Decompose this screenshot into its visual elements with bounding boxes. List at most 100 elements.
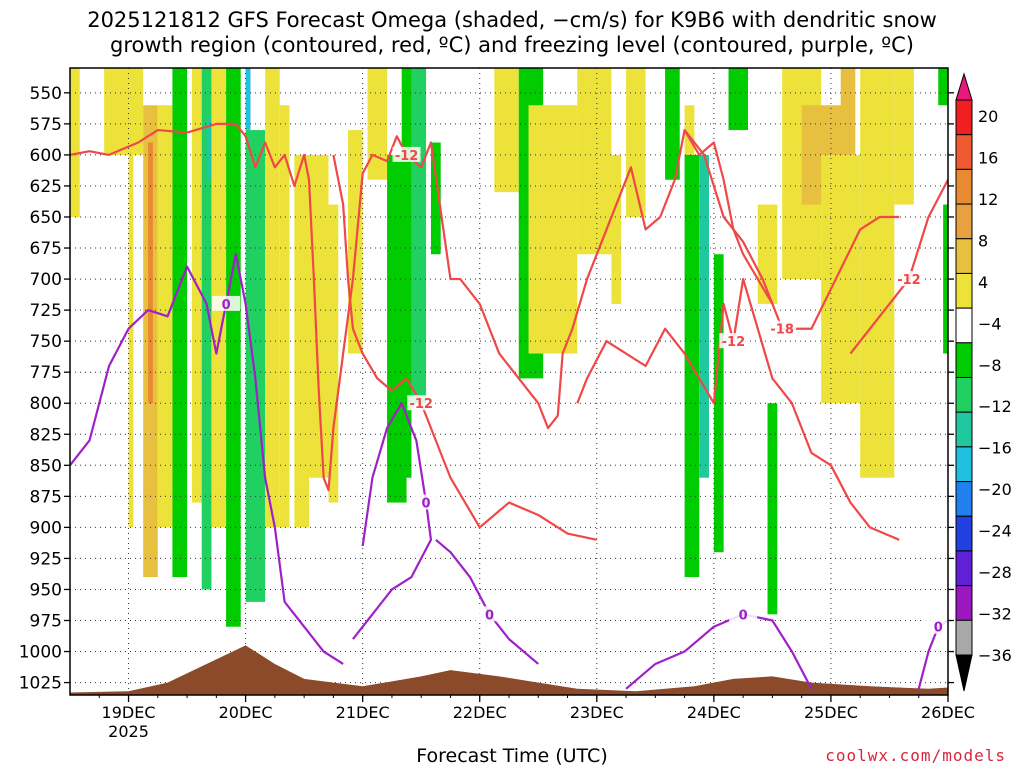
colorbar-segment: [955, 585, 973, 621]
y-tick-label: 625: [30, 177, 62, 197]
colorbar-segment: [955, 515, 973, 552]
colorbar-label: 8: [978, 231, 988, 250]
freezing-contour-label-bg: [729, 606, 758, 622]
omega-band: [728, 68, 749, 131]
dgz-contour-label-bg: [407, 395, 436, 411]
colorbar-label: −4: [978, 314, 1002, 333]
dgz-contour-label: -12: [722, 335, 746, 350]
y-tick-label: 850: [30, 456, 62, 476]
dgz-contour-label: -12: [395, 149, 419, 164]
omega-band: [665, 68, 680, 180]
colorbar-label: −8: [978, 356, 1002, 375]
y-tick-label: 925: [30, 549, 62, 569]
omega-band: [938, 68, 948, 106]
plot-area: -12 -12 -12 -18 -12 0 0 0 0 0: [70, 68, 948, 695]
omega-band: [840, 68, 856, 155]
omega-band: [309, 154, 329, 478]
colorbar-segment: [955, 307, 973, 344]
terrain-profile: [70, 645, 948, 695]
colorbar-label: 12: [978, 190, 998, 209]
y-tick-label: 725: [30, 301, 62, 321]
omega-band: [528, 105, 578, 354]
freezing-contour-label-bg: [412, 494, 441, 510]
freezing-contour-label-bg: [475, 606, 504, 622]
x-tick-label: 21DEC: [336, 703, 390, 722]
freezing-contour-label: 0: [422, 497, 431, 512]
colorbar-label: −20: [978, 480, 1012, 499]
colorbar-segment: [955, 446, 973, 483]
omega-band: [494, 68, 519, 193]
omega-band: [70, 68, 80, 217]
omega-band: [626, 68, 646, 217]
dgz-contour: [576, 277, 900, 541]
colorbar-segment: [955, 134, 973, 170]
omega-band: [279, 105, 290, 528]
freezing-contour: [435, 538, 539, 665]
colorbar-label: −12: [978, 397, 1012, 416]
colorbar-segment: [955, 203, 973, 240]
omega-band: [201, 68, 212, 590]
colorbar-bottom-triangle: [955, 654, 973, 692]
chart-title-line-1: 2025121812 GFS Forecast Omega (shaded, −…: [87, 8, 937, 32]
colorbar-label: −24: [978, 522, 1012, 541]
y-tick-label: 650: [30, 208, 62, 228]
omega-band: [128, 105, 134, 528]
colorbar-segment: [955, 238, 973, 274]
omega-band: [684, 105, 695, 155]
colorbar-label: 20: [978, 107, 998, 126]
omega-band: [265, 68, 280, 528]
colorbar-segment: [955, 377, 973, 413]
omega-band: [104, 68, 144, 155]
y-tick-label: 775: [30, 363, 62, 383]
dgz-contour: [332, 154, 598, 541]
freezing-contour-label-bg: [212, 295, 241, 311]
dgz-contour-label-bg: [392, 146, 421, 162]
y-tick-label: 900: [30, 518, 62, 538]
y-tick-label: 1000: [19, 643, 62, 663]
y-tick-label: 575: [30, 115, 62, 135]
colorbar-segment: [955, 619, 973, 656]
y-tick-label: 550: [30, 84, 62, 104]
omega-band: [245, 68, 251, 131]
omega-band: [713, 254, 724, 553]
colorbar-segment: [955, 481, 973, 517]
omega-band: [611, 154, 622, 304]
credit-link[interactable]: coolwx.com/models: [825, 746, 1006, 765]
y-tick-label: 600: [30, 146, 62, 166]
x-tick-label: 23DEC: [570, 703, 624, 722]
y-tick-label: 800: [30, 394, 62, 414]
y-tick-label: 875: [30, 487, 62, 507]
x-tick-label: 26DEC: [921, 703, 975, 722]
freezing-contour-label: 0: [222, 298, 231, 313]
omega-band: [387, 154, 407, 503]
colorbar-label: −32: [978, 605, 1012, 624]
freezing-contour-label-bg: [924, 618, 948, 634]
dgz-contour-label-bg: [719, 333, 748, 349]
colorbar-segment: [955, 99, 973, 136]
y-tick-label: 825: [30, 425, 62, 445]
colorbar-segment: [955, 168, 973, 205]
omega-band: [860, 68, 895, 478]
colorbar-label: 16: [978, 148, 998, 167]
y-tick-label: 675: [30, 239, 62, 259]
dgz-contour-label: -12: [897, 273, 921, 288]
omega-band: [245, 130, 266, 602]
omega-band: [411, 68, 427, 404]
x-tick-label: 25DEC: [804, 703, 858, 722]
omega-band: [367, 68, 388, 180]
dgz-contour: [849, 179, 948, 355]
colorbar-segment: [955, 550, 973, 587]
chart-title-line-2: growth region (contoured, red, ºC) and f…: [110, 33, 914, 57]
colorbar-label: −16: [978, 439, 1012, 458]
omega-band: [294, 154, 310, 528]
freezing-contour-label: 0: [485, 608, 494, 623]
omega-band: [328, 204, 339, 503]
freezing-contour: [625, 613, 813, 690]
dgz-contour-label: -18: [770, 323, 794, 338]
dgz-contour-label: -12: [409, 397, 433, 412]
x-tick-label: 20DEC: [219, 703, 273, 722]
y-tick-label: 750: [30, 332, 62, 352]
x-tick-label: 24DEC: [687, 703, 741, 722]
freezing-contour-label: 0: [739, 608, 748, 623]
